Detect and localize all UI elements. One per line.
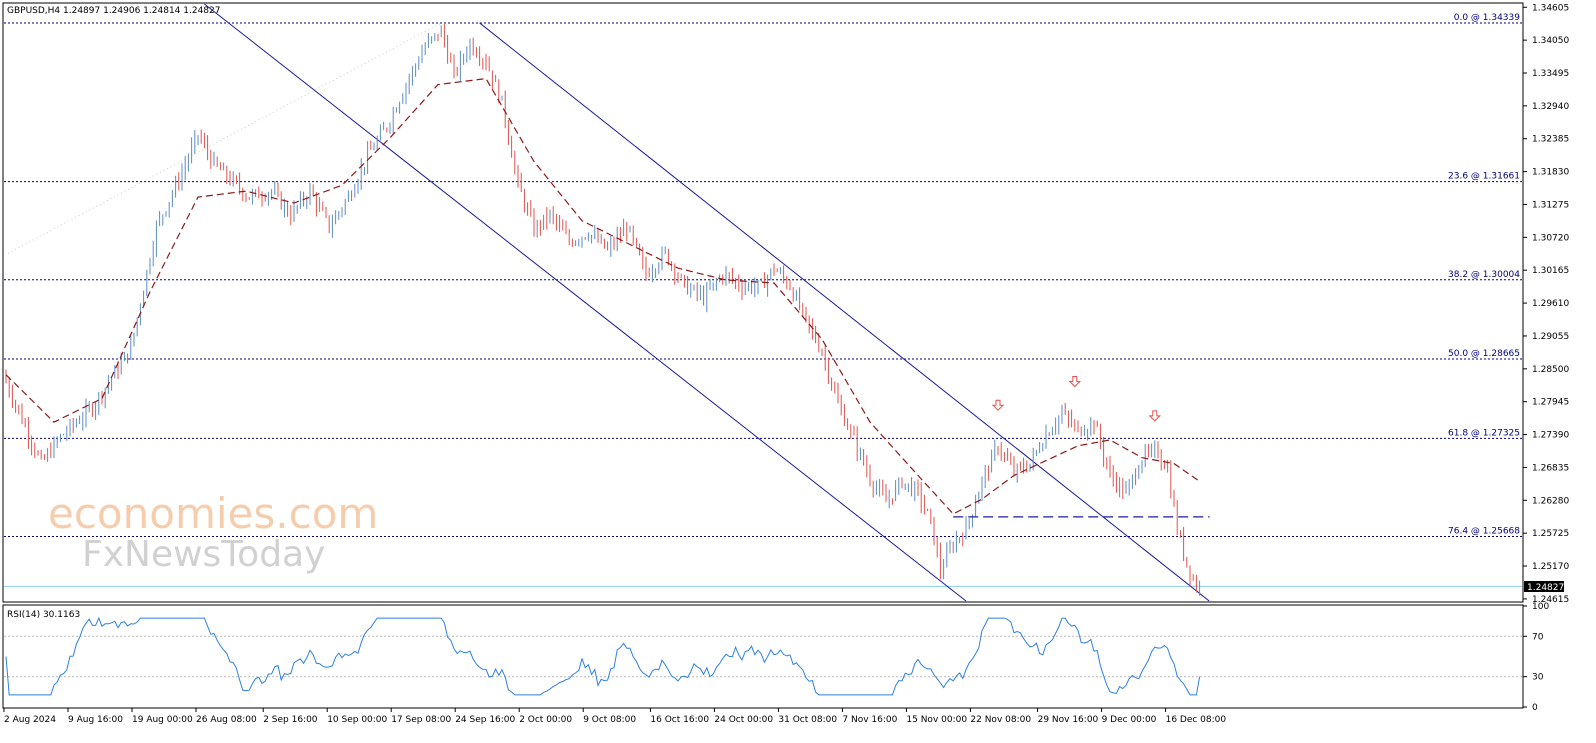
- price-tick-label: 1.25170: [1532, 562, 1569, 572]
- symbol-header: GBPUSD,H4 1.24897 1.24906 1.24814 1.2482…: [7, 6, 220, 16]
- fibonacci-levels: 0.0 @ 1.34339 23.6 @ 1.31661 38.2 @ 1.3000…: [4, 13, 1522, 587]
- price-tick-label: 1.30720: [1532, 233, 1569, 243]
- candlesticks: [5, 24, 1201, 596]
- fib-label: 23.6 @ 1.31661: [1448, 172, 1520, 182]
- down-arrow-icon: [991, 399, 1005, 411]
- fib-label: 76.4 @ 1.25668: [1448, 527, 1520, 537]
- price-tick-label: 1.27390: [1532, 431, 1569, 441]
- price-tick-label: 1.29055: [1532, 332, 1569, 342]
- time-tick-label: 7 Nov 16:00: [842, 715, 897, 725]
- rsi-panel-frame: [2, 604, 1524, 709]
- watermark-line2: FxNewsToday: [82, 534, 325, 575]
- price-tick-label: 1.30165: [1532, 266, 1569, 276]
- channel-upper-line: [479, 22, 1210, 602]
- time-tick-label: 16 Dec 08:00: [1166, 715, 1227, 725]
- time-tick-label: 16 Oct 16:00: [650, 715, 709, 725]
- fib-label: 0.0 @ 1.34339: [1454, 13, 1521, 23]
- time-tick-label: 17 Sep 08:00: [391, 715, 451, 725]
- price-tick-label: 1.31275: [1532, 200, 1569, 210]
- watermark-line1: economies.com: [48, 489, 378, 538]
- time-tick-label: 24 Oct 00:00: [714, 715, 773, 725]
- price-tick-label: 1.26280: [1532, 496, 1569, 506]
- time-tick-label: 26 Aug 08:00: [196, 715, 257, 725]
- price-tick-label: 1.31830: [1532, 168, 1569, 178]
- time-tick-label: 9 Oct 08:00: [583, 715, 636, 725]
- time-tick-label: 2 Sep 16:00: [263, 715, 318, 725]
- fib-label: 50.0 @ 1.28665: [1448, 349, 1520, 359]
- time-tick-label: 22 Nov 08:00: [970, 715, 1031, 725]
- time-axis: 2 Aug 2024 9 Aug 16:00 19 Aug 00:00 26 Aug …: [3, 708, 1227, 725]
- price-tick-label: 1.34605: [1532, 3, 1569, 13]
- price-tick-label: 1.34050: [1532, 36, 1569, 46]
- price-tick-label: 1.32385: [1532, 135, 1569, 145]
- fib-label: 38.2 @ 1.30004: [1448, 270, 1520, 280]
- fib-trend-guide: [7, 22, 442, 254]
- annotations: [953, 376, 1210, 518]
- price-tick-label: 1.32940: [1532, 102, 1569, 112]
- price-tick-label: 1.27945: [1532, 398, 1569, 408]
- current-price-tag: [1524, 581, 1564, 592]
- moving-average-line: [5, 77, 1200, 515]
- time-tick-label: 9 Dec 00:00: [1102, 715, 1157, 725]
- rsi-label: RSI(14) 30.1163: [7, 610, 80, 620]
- main-panel-frame: [2, 2, 1524, 603]
- time-tick-label: 15 Nov 00:00: [906, 715, 967, 725]
- price-tick-label: 1.24615: [1532, 595, 1569, 605]
- rsi-tick-label: 100: [1532, 602, 1549, 612]
- price-tick-label: 1.33495: [1532, 69, 1569, 79]
- price-tick-label: 1.26835: [1532, 463, 1569, 473]
- rsi-tick-label: 30: [1532, 673, 1544, 683]
- time-tick-label: 24 Sep 16:00: [455, 715, 515, 725]
- time-tick-label: 2 Aug 2024: [4, 715, 56, 725]
- time-tick-label: 31 Oct 08:00: [778, 715, 837, 725]
- down-arrow-icon: [1148, 410, 1162, 422]
- moving-average: [5, 77, 1200, 515]
- time-tick-label: 10 Sep 00:00: [327, 715, 387, 725]
- price-tick-label: 1.25725: [1532, 529, 1569, 539]
- price-axis: 1.34605 1.34050 1.33495 1.32940 1.32385 1.318…: [1523, 3, 1569, 605]
- time-tick-label: 9 Aug 16:00: [68, 715, 123, 725]
- time-tick-label: 29 Nov 16:00: [1038, 715, 1099, 725]
- descending-channel: [204, 3, 1210, 602]
- time-tick-label: 19 Aug 00:00: [132, 715, 193, 725]
- rsi-tick-label: 0: [1532, 703, 1538, 713]
- price-tick-label: 1.28500: [1532, 365, 1569, 375]
- channel-lower-line: [204, 3, 967, 602]
- time-tick-label: 2 Oct 00:00: [519, 715, 572, 725]
- rsi-indicator: 100 70 30 0: [4, 602, 1549, 713]
- rsi-tick-label: 70: [1532, 632, 1544, 642]
- rsi-line: [5, 616, 1201, 696]
- price-tick-label: 1.29610: [1532, 299, 1569, 309]
- fib-label: 61.8 @ 1.27325: [1448, 428, 1520, 438]
- current-price-label: 1.24827: [1527, 583, 1564, 593]
- down-arrow-icon: [1068, 376, 1082, 388]
